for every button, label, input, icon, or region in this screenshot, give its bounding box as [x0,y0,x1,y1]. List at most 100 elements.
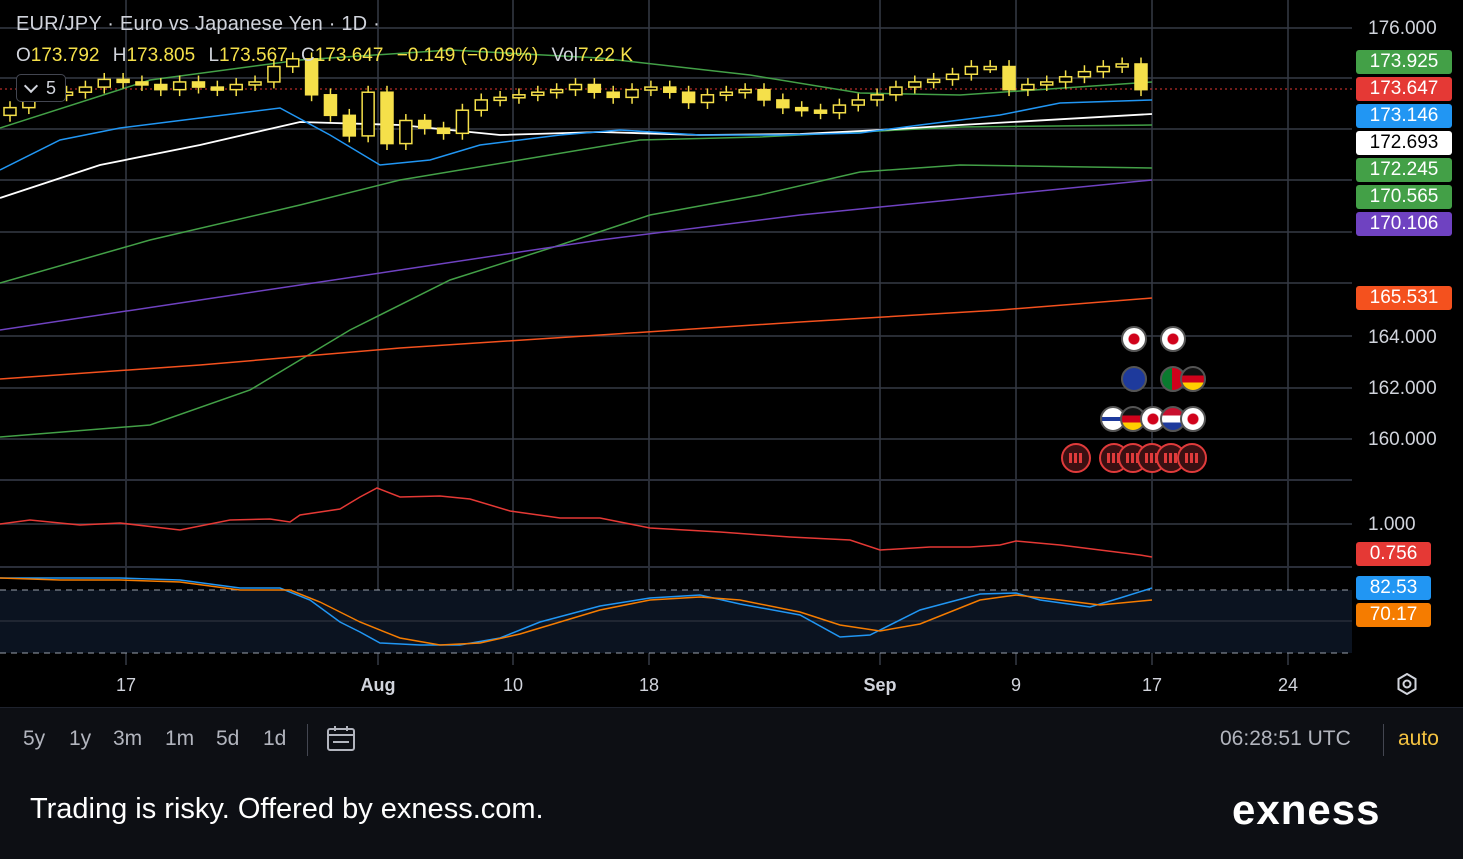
candle-body [455,109,470,135]
timeframe-1d-button[interactable]: 1d [263,727,287,750]
candle [644,80,658,97]
timeframe-1y-button[interactable]: 1y [69,727,92,750]
volume-value: 7.22 K [577,45,633,66]
symbol-legend[interactable]: EUR/JPY · Euro vs Japanese Yen · 1D · [16,13,380,35]
candle-body [1021,83,1035,91]
candle-body [1096,65,1111,73]
japan-flag-icon[interactable] [1180,406,1206,432]
candle [191,75,206,94]
candle [531,85,545,102]
event-marker-icon[interactable] [1177,443,1207,473]
utc-clock[interactable]: 06:28:51 UTC [1220,727,1351,750]
calendar-range-icon[interactable] [327,725,355,751]
ma-long-line [0,179,1153,331]
chevron-down-icon [23,78,39,93]
risk-disclaimer: Trading is risky. Offered by exness.com. [30,793,544,825]
timeframe-1m-button[interactable]: 1m [165,727,195,750]
upper-band-line [0,49,1153,129]
candle [342,108,357,143]
timeframe-5d-button[interactable]: 5d [216,727,240,750]
candle-body [606,91,620,99]
candle-body [78,86,93,93]
candle [323,88,338,122]
candle-body [116,78,130,84]
candle-body [738,88,752,94]
candle-body [945,73,960,81]
settings-icon[interactable] [1396,673,1418,695]
candle-body [1115,63,1129,68]
footer-banner[interactable]: Trading is risky. Offered by exness.com.… [0,766,1463,859]
candle [719,85,734,102]
price-chart[interactable] [0,0,1463,707]
candle [97,72,111,94]
price-tag-last: 173.647 [1356,77,1452,101]
price-tag: 173.146 [1356,104,1452,128]
candle-body [191,81,206,88]
event-marker-icon[interactable] [1061,443,1091,473]
ma-blue-line [0,99,1153,171]
candle [851,93,865,112]
candle-body [1058,76,1073,83]
candle [964,60,979,81]
price-tag: 165.531 [1356,286,1452,310]
indicators-toggle-button[interactable]: 5 [16,74,66,102]
germany-flag-icon[interactable] [1180,366,1206,392]
candle-body [304,58,319,96]
candle [1115,57,1129,73]
candle-body [663,86,677,93]
candle-body [172,81,187,91]
candle-body [286,58,300,68]
candle-body [417,119,432,129]
candle-body [380,91,394,145]
candle-body [512,94,526,99]
candle-body [474,99,488,111]
japan-flag-icon[interactable] [1121,326,1147,352]
candle-body [870,94,884,101]
auto-scale-button[interactable]: auto [1398,727,1439,750]
candle [1040,75,1054,91]
symbol-name: EUR/JPY [16,13,102,35]
candle [286,52,300,73]
change-value: −0.149 (−0.09%) [396,45,539,66]
y-axis-label: 176.000 [1368,18,1437,39]
x-axis-label: 18 [638,675,660,695]
candle-body [436,127,451,135]
candle-body [1040,81,1054,86]
timeframe-5y-button[interactable]: 5y [23,727,46,750]
candle [681,85,696,109]
candle [757,83,771,107]
candle-body [361,91,375,137]
candle [700,88,715,109]
close-value: 173.647 [314,45,384,66]
symbol-description: Euro vs Japanese Yen [119,13,323,35]
candle-body [248,81,262,86]
candle [908,75,922,94]
candle [776,93,790,115]
candle [926,72,941,89]
candle [248,75,262,91]
candle-body [719,91,734,96]
high-value: 173.805 [126,45,196,66]
candle-body [549,88,564,94]
exness-logo[interactable]: exness [1232,786,1381,833]
candle [663,80,677,99]
candle [493,90,507,107]
candle [116,72,130,89]
candle-body [568,83,583,91]
candle-body [229,83,243,91]
candle [78,80,93,99]
osc2-k-tag: 82.53 [1356,576,1431,600]
candle-body [889,86,903,96]
eu-flag-icon[interactable] [1121,366,1147,392]
candle [172,75,187,97]
timeframe-3m-button[interactable]: 3m [113,727,143,750]
candle-body [644,86,658,91]
candle-body [1077,70,1092,78]
candle-body [1002,65,1016,91]
candle [229,78,243,97]
candle [794,101,809,117]
japan-flag-icon[interactable] [1160,326,1186,352]
stochastic-d-line [0,577,1153,646]
candle-body [154,83,168,91]
candle-body [97,78,111,88]
